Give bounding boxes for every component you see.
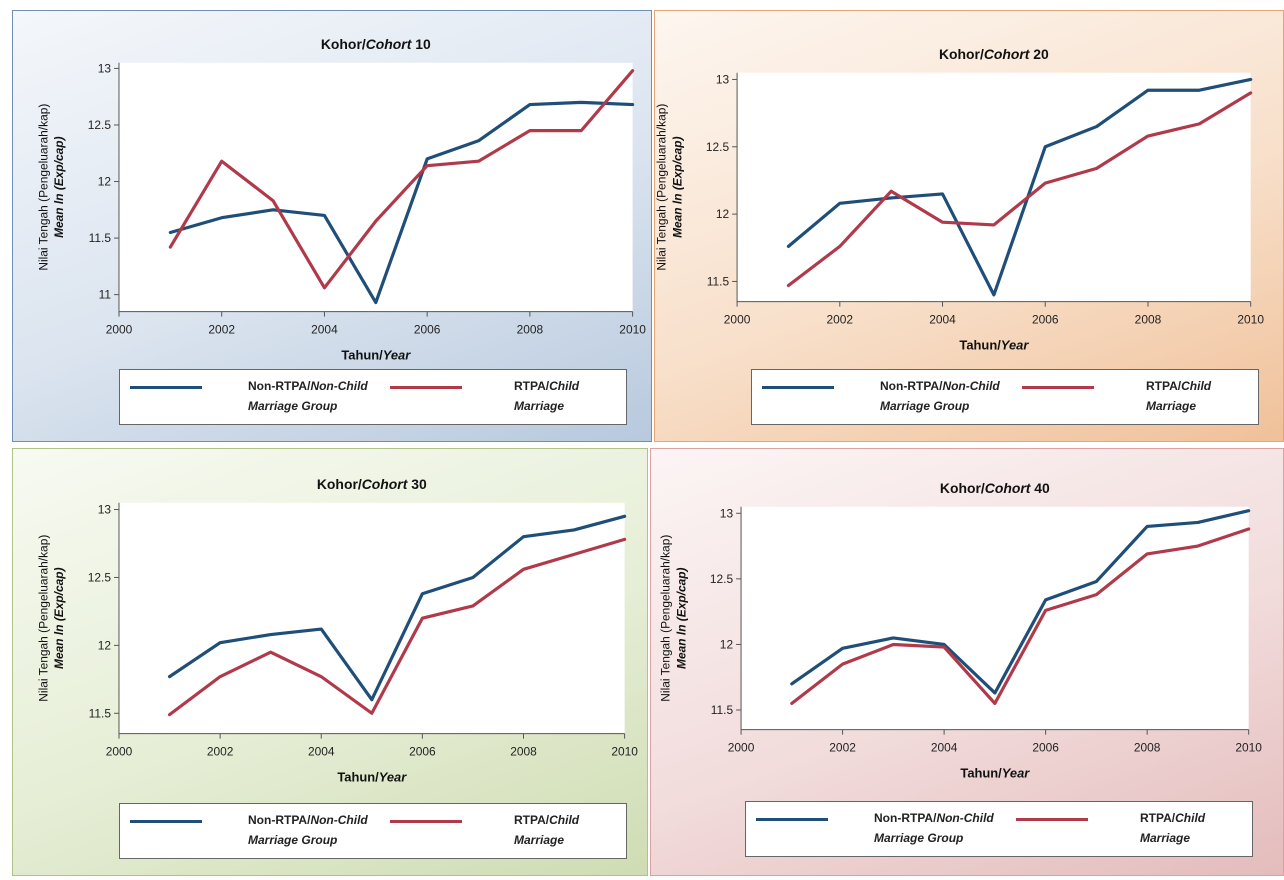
y-axis-label: Nilai Tengah (Pengeluarah/kap) xyxy=(658,535,672,702)
chart-panel-cohort-30: Kohor/Cohort 30 2000 2002 2004 2006 2008 2010 1… xyxy=(12,448,648,876)
y-tick-label: 12.5 xyxy=(706,140,730,154)
y-tick-label: 12 xyxy=(720,637,734,651)
chart-legend: Non-RTPA/Non-Child Marriage Group RTPA/Chi… xyxy=(119,803,627,859)
y-tick-label: 11.5 xyxy=(711,703,734,717)
legend-swatch-non-child xyxy=(130,820,202,823)
legend-label-child: RTPA/Child Marriage xyxy=(514,379,580,413)
y-tick-label: 13 xyxy=(720,506,734,520)
y-tick-label: 13 xyxy=(98,61,112,75)
x-tick-label: 2006 xyxy=(409,745,436,759)
legend-swatch-non-child xyxy=(130,386,202,389)
x-tick-label: 2010 xyxy=(611,745,638,759)
x-tick-label: 2002 xyxy=(207,745,234,759)
chart-title: Kohor/Cohort 20 xyxy=(939,46,1049,62)
y-tick-label: 13 xyxy=(98,503,112,517)
x-axis-label: Tahun/Year xyxy=(341,347,411,362)
y-axis-label: Nilai Tengah (Pengeluarah/kap) xyxy=(655,104,668,271)
y-axis-label-secondary: Mean ln (Exp/cap) xyxy=(52,567,66,669)
x-tick-label: 2000 xyxy=(724,313,751,327)
plot-area xyxy=(741,506,1249,730)
y-axis-label-secondary: Mean ln (Exp/cap) xyxy=(674,567,688,669)
y-tick-label: 13 xyxy=(716,72,730,86)
legend-label-child: RTPA/Child Marriage xyxy=(1146,379,1212,413)
series-line-child-marriage xyxy=(790,527,1251,705)
y-axis-label: Nilai Tengah (Pengeluarah/kap) xyxy=(36,104,50,271)
legend-label-child: RTPA/Child Marriage xyxy=(514,813,580,847)
legend-label-child: RTPA/Child Marriage xyxy=(1140,811,1206,845)
series-line-non-child-marriage xyxy=(167,514,627,702)
x-tick-label: 2004 xyxy=(311,323,338,337)
y-tick-label: 11.5 xyxy=(707,274,730,288)
series-line-child-marriage xyxy=(167,537,627,717)
line-chart: Kohor/Cohort 20 2000 2002 2004 2006 2008 2010 1… xyxy=(655,46,1264,353)
legend-swatch-child xyxy=(1022,386,1094,389)
series-line-non-child-marriage xyxy=(168,100,635,305)
y-axis-label-secondary: Mean ln (Exp/cap) xyxy=(52,136,66,238)
chart-legend: Non-RTPA/Non-Child Marriage Group RTPA/Chi… xyxy=(745,801,1253,857)
x-tick-label: 2006 xyxy=(1032,741,1059,755)
x-tick-label: 2010 xyxy=(1235,741,1262,755)
y-tick-label: 12 xyxy=(98,175,112,189)
series-line-non-child-marriage xyxy=(790,509,1251,695)
x-axis-label: Tahun/Year xyxy=(960,765,1030,780)
x-tick-label: 2002 xyxy=(208,323,235,337)
plot-area xyxy=(118,502,625,734)
y-tick-label: 11.5 xyxy=(89,706,112,720)
x-tick-label: 2000 xyxy=(728,741,755,755)
legend-swatch-child xyxy=(390,820,462,823)
legend-label-non-child: Non-RTPA/Non-Child Marriage Group xyxy=(248,813,368,847)
y-tick-label: 12.5 xyxy=(710,572,734,586)
legend-swatch-non-child xyxy=(762,386,834,389)
x-axis-label: Tahun/Year xyxy=(337,769,407,784)
x-tick-label: 2008 xyxy=(1134,741,1161,755)
plot-area xyxy=(118,62,633,312)
x-tick-label: 2008 xyxy=(1135,313,1162,327)
legend-swatch-child xyxy=(390,386,462,389)
legend-swatch-child xyxy=(1016,818,1088,821)
chart-panel-cohort-20: Kohor/Cohort 20 2000 2002 2004 2006 2008 2010 1… xyxy=(654,10,1284,442)
y-tick-label: 11 xyxy=(99,288,112,302)
chart-title: Kohor/Cohort 30 xyxy=(317,476,427,492)
x-tick-label: 2004 xyxy=(931,741,958,755)
legend-label-non-child: Non-RTPA/Non-Child Marriage Group xyxy=(880,379,1000,413)
legend-label-non-child: Non-RTPA/Non-Child Marriage Group xyxy=(874,811,994,845)
chart-legend: Non-RTPA/Non-Child Marriage Group RTPA/Chi… xyxy=(119,369,627,425)
series-line-child-marriage xyxy=(786,91,1253,288)
y-axis-label: Nilai Tengah (Pengeluarah/kap) xyxy=(36,535,50,702)
chart-title: Kohor/Cohort 40 xyxy=(940,480,1050,496)
x-tick-label: 2006 xyxy=(1032,313,1059,327)
x-tick-label: 2000 xyxy=(106,323,133,337)
x-tick-label: 2000 xyxy=(106,745,133,759)
x-axis-label: Tahun/Year xyxy=(959,337,1029,352)
line-chart: Kohor/Cohort 40 2000 2002 2004 2006 2008 2010 1… xyxy=(658,480,1262,781)
y-tick-label: 11.5 xyxy=(89,231,112,245)
legend-label-non-child: Non-RTPA/Non-Child Marriage Group xyxy=(248,379,368,413)
x-tick-label: 2002 xyxy=(827,313,854,327)
line-chart: Kohor/Cohort 30 2000 2002 2004 2006 2008 2010 1… xyxy=(36,476,638,785)
line-chart: Kohor/Cohort 10 2000 2002 2004 2006 2008 2010 1… xyxy=(36,36,646,363)
series-line-non-child-marriage xyxy=(786,77,1253,297)
series-line-child-marriage xyxy=(168,69,635,290)
x-tick-label: 2004 xyxy=(308,745,335,759)
chart-panel-cohort-10: Kohor/Cohort 10 2000 2002 2004 2006 2008 2010 1… xyxy=(12,10,652,442)
y-axis-label-secondary: Mean ln (Exp/cap) xyxy=(670,136,684,238)
x-tick-label: 2002 xyxy=(829,741,856,755)
y-tick-label: 12.5 xyxy=(88,118,112,132)
x-tick-label: 2010 xyxy=(619,323,646,337)
y-tick-label: 12 xyxy=(98,638,112,652)
y-tick-label: 12.5 xyxy=(88,570,112,584)
plot-area xyxy=(737,72,1251,302)
x-tick-label: 2006 xyxy=(414,323,441,337)
x-tick-label: 2008 xyxy=(517,323,544,337)
chart-panel-cohort-40: Kohor/Cohort 40 2000 2002 2004 2006 2008 2010 1… xyxy=(650,448,1284,876)
chart-title: Kohor/Cohort 10 xyxy=(321,36,431,52)
x-tick-label: 2010 xyxy=(1237,313,1264,327)
legend-swatch-non-child xyxy=(756,818,828,821)
x-tick-label: 2008 xyxy=(510,745,537,759)
x-tick-label: 2004 xyxy=(929,313,956,327)
chart-legend: Non-RTPA/Non-Child Marriage Group RTPA/Chi… xyxy=(751,369,1259,425)
y-tick-label: 12 xyxy=(716,207,730,221)
